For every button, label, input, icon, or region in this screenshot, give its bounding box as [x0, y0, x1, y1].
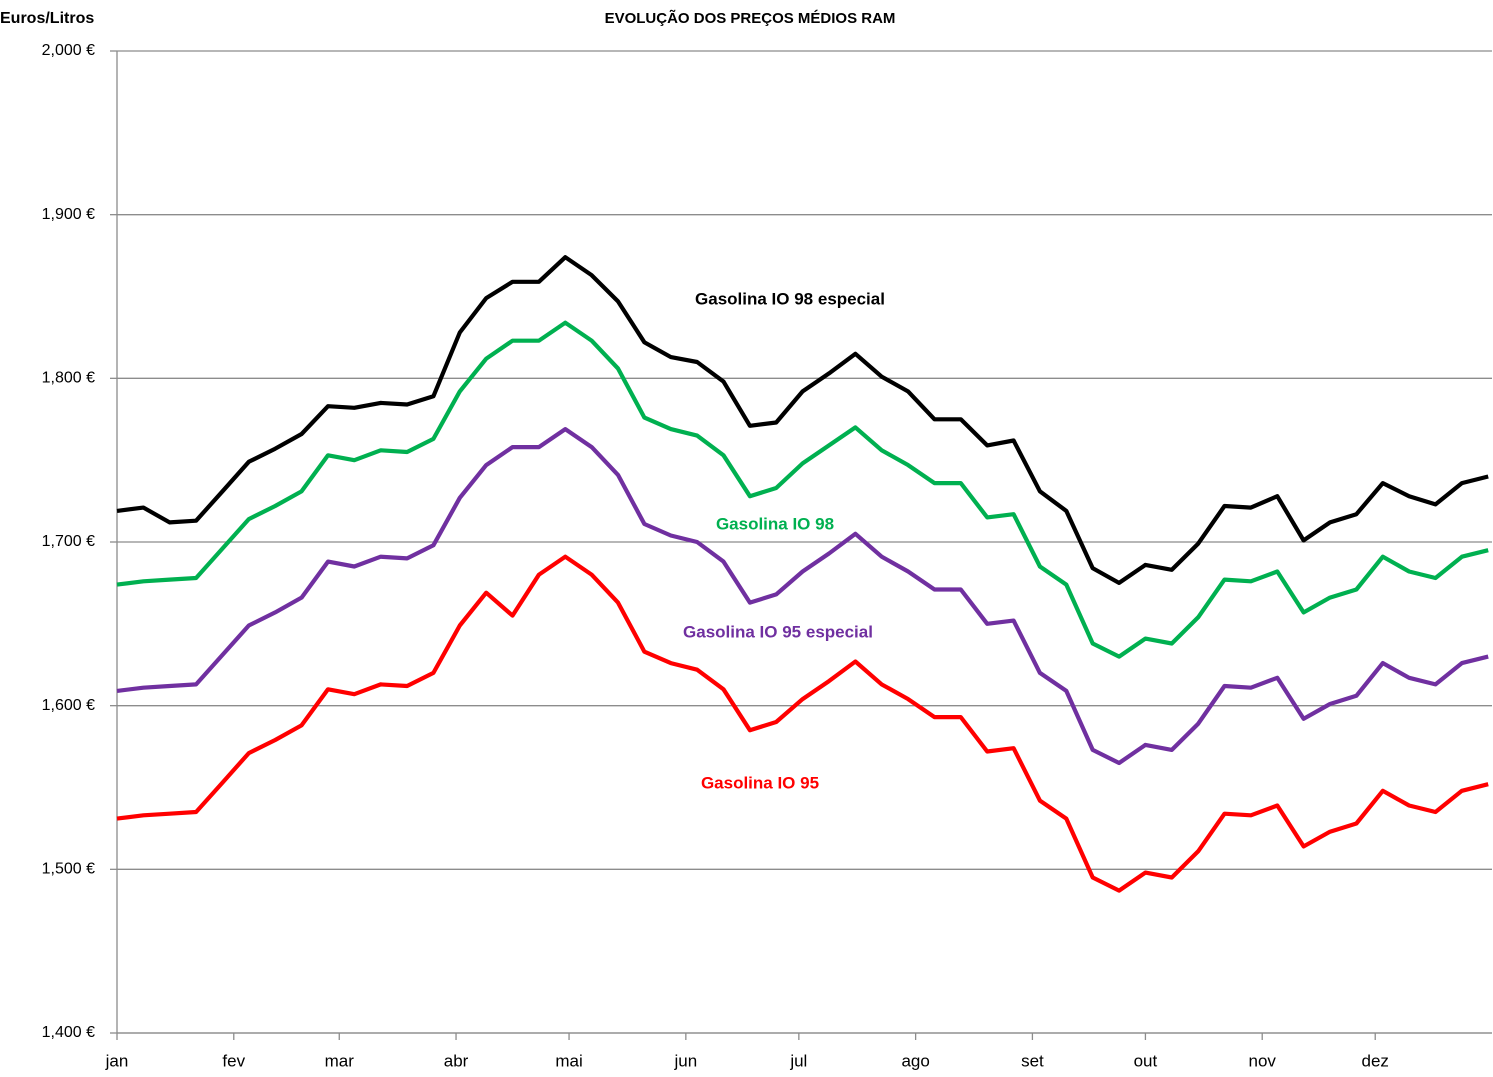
- series-label: Gasolina IO 95 especial: [683, 622, 873, 641]
- x-tick-label: set: [1021, 1051, 1044, 1070]
- x-tick-label: fev: [222, 1051, 245, 1070]
- x-tick-label: nov: [1248, 1051, 1276, 1070]
- x-tick-label: jul: [789, 1051, 807, 1070]
- x-tick-label: mar: [325, 1051, 355, 1070]
- x-tick-label: mai: [555, 1051, 582, 1070]
- series-label: Gasolina IO 98 especial: [695, 289, 885, 308]
- y-tick-label: 1,800 €: [42, 370, 95, 387]
- series-line: [116, 554, 1489, 893]
- x-tick-label: jan: [105, 1051, 129, 1070]
- series-line: [116, 255, 1489, 585]
- x-tick-label: abr: [444, 1051, 469, 1070]
- y-axis-label: Euros/Litros: [0, 10, 94, 27]
- y-tick-label: 1,900 €: [42, 206, 95, 223]
- series-line: [116, 320, 1489, 659]
- series-label: Gasolina IO 98: [716, 514, 834, 533]
- y-tick-label: 1,500 €: [42, 861, 95, 878]
- chart-title: EVOLUÇÃO DOS PREÇOS MÉDIOS RAM: [605, 9, 896, 27]
- x-tick-label: jun: [673, 1051, 697, 1070]
- x-tick-label: ago: [901, 1051, 929, 1070]
- y-tick-label: 1,700 €: [42, 533, 95, 550]
- y-tick-label: 1,600 €: [42, 697, 95, 714]
- y-tick-label: 1,400 €: [42, 1024, 95, 1041]
- series-line: [116, 427, 1489, 766]
- x-tick-label: out: [1134, 1051, 1158, 1070]
- x-tick-label: dez: [1362, 1051, 1389, 1070]
- series-label: Gasolina IO 95: [701, 773, 819, 792]
- y-tick-label: 2,000 €: [42, 42, 95, 59]
